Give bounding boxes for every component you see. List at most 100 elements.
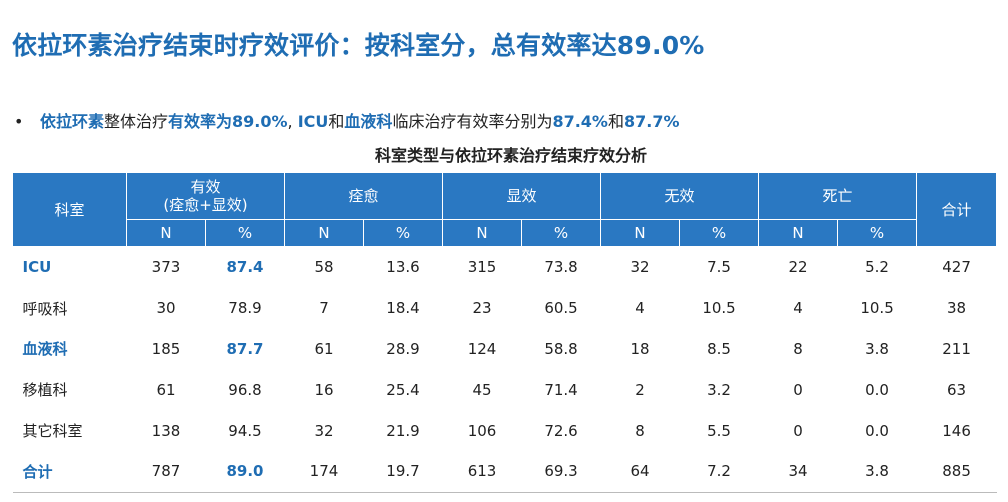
subheader-n: N xyxy=(758,219,839,247)
cell-cure-n: 58 xyxy=(314,258,334,277)
cell-cure-pct: 28.9 xyxy=(386,339,420,358)
cell-inef-pct: 5.5 xyxy=(707,421,731,440)
cell-mark-n: 315 xyxy=(467,258,497,277)
summary-segment: 临床治疗有效率分别为 xyxy=(392,112,553,131)
summary-highlight: 依拉环素 xyxy=(40,112,105,131)
cell-death-pct: 0.0 xyxy=(865,380,889,399)
cell-eff-pct: 78.9 xyxy=(228,299,262,318)
table-row: ICU 373 87.4 58 13.6 315 73.8 32 7.5 22 5.2 427 xyxy=(13,247,997,288)
page-title: 依拉环素治疗结束时疗效评价：按科室分，总有效率达89.0% xyxy=(12,31,705,60)
summary-highlight: 87.4% xyxy=(552,112,608,131)
cell-death-n: 8 xyxy=(793,339,803,358)
cell-cure-n: 16 xyxy=(314,380,334,399)
cell-inef-n: 64 xyxy=(600,450,680,493)
bullet-marker: • xyxy=(14,112,24,131)
header-effective: 有效 (痊愈+显效) xyxy=(126,172,285,220)
cell-inef-n: 18 xyxy=(630,339,650,358)
summary-segment: 整体治疗 xyxy=(104,112,169,131)
cell-death-pct: 10.5 xyxy=(860,299,894,318)
header-total: 合计 xyxy=(916,172,998,247)
cell-mark-n: 124 xyxy=(467,339,497,358)
cell-mark-n: 45 xyxy=(472,380,492,399)
table-row: 合计 787 89.0 174 19.7 613 69.3 64 7.2 34 3.8 885 xyxy=(12,450,997,493)
cell-cure-n: 61 xyxy=(314,339,334,358)
cell-death-pct: 3.8 xyxy=(837,450,917,493)
cell-cure-n: 32 xyxy=(314,421,334,440)
efficacy-table: 科室 有效 (痊愈+显效) 痊愈 显效 无效 死亡 合计 N % N % N %… xyxy=(12,172,998,493)
cell-inef-n: 32 xyxy=(630,258,650,277)
summary-highlight: 有效率为89.0% xyxy=(168,112,288,131)
header-effective-line2: (痊愈+显效) xyxy=(163,196,248,214)
cell-death-pct: 5.2 xyxy=(865,258,889,277)
table-row: 其它科室 138 94.5 32 21.9 106 72.6 8 5.5 0 0.0 146 xyxy=(13,410,997,451)
table-caption: 科室类型与依拉环素治疗结束疗效分析 xyxy=(374,146,647,165)
cell-cure-pct: 21.9 xyxy=(386,421,420,440)
subheader-n: N xyxy=(284,219,364,247)
header-effective-line1: 有效 xyxy=(190,178,221,196)
cell-dept: 血液科 xyxy=(22,340,68,359)
cell-death-n: 0 xyxy=(793,380,803,399)
cell-cure-pct: 18.4 xyxy=(386,299,420,318)
summary-highlight: ICU xyxy=(297,112,329,131)
cell-total: 885 xyxy=(916,450,997,493)
cell-eff-pct: 94.5 xyxy=(228,421,262,440)
cell-cure-pct: 25.4 xyxy=(386,380,420,399)
cell-mark-pct: 72.6 xyxy=(544,421,578,440)
header-cured: 痊愈 xyxy=(283,172,444,220)
table-row: 移植科 61 96.8 16 25.4 45 71.4 2 3.2 0 0.0 63 xyxy=(13,369,997,410)
subheader-n: N xyxy=(600,219,681,247)
cell-mark-pct: 71.4 xyxy=(544,380,578,399)
cell-eff-n: 61 xyxy=(156,380,176,399)
cell-dept: 呼吸科 xyxy=(22,299,68,318)
cell-total: 211 xyxy=(942,339,971,358)
subheader-pct: % xyxy=(679,219,760,247)
subheader-pct: % xyxy=(362,219,444,247)
subheader-pct: % xyxy=(521,219,602,247)
subheader-pct: % xyxy=(205,219,285,247)
cell-eff-pct: 96.8 xyxy=(228,380,262,399)
summary-text: 依拉环素整体治疗有效率为89.0%, ICU和血液科临床治疗有效率分别为87.4… xyxy=(40,112,680,131)
cell-total: 146 xyxy=(942,421,971,440)
header-ineffective: 无效 xyxy=(600,172,760,220)
cell-total: 38 xyxy=(947,299,967,318)
cell-mark-n: 106 xyxy=(467,421,497,440)
cell-eff-n: 30 xyxy=(156,299,176,318)
cell-inef-n: 8 xyxy=(635,421,645,440)
cell-eff-pct: 87.7 xyxy=(226,339,264,358)
cell-inef-n: 2 xyxy=(635,380,645,399)
cell-death-n: 0 xyxy=(793,421,803,440)
header-death: 死亡 xyxy=(758,172,918,220)
cell-mark-pct: 58.8 xyxy=(544,339,578,358)
cell-total: 63 xyxy=(947,380,967,399)
header-dept: 科室 xyxy=(12,172,127,247)
cell-total: 427 xyxy=(942,258,971,277)
cell-death-pct: 3.8 xyxy=(865,339,889,358)
cell-eff-pct: 87.4 xyxy=(226,258,264,277)
cell-dept: ICU xyxy=(22,258,52,277)
table-row: 血液科 185 87.7 61 28.9 124 58.8 18 8.5 8 3.8 211 xyxy=(13,329,997,370)
subheader-pct: % xyxy=(837,219,918,247)
summary-segment: , xyxy=(287,112,298,131)
cell-eff-n: 138 xyxy=(151,421,181,440)
summary-segment: 和 xyxy=(607,112,624,131)
cell-cure-n: 174 xyxy=(284,450,364,493)
cell-dept: 合计 xyxy=(12,450,127,493)
cell-inef-n: 4 xyxy=(635,299,645,318)
cell-mark-n: 23 xyxy=(472,299,492,318)
table-row: 呼吸科 30 78.9 7 18.4 23 60.5 4 10.5 4 10.5 38 xyxy=(13,288,997,329)
cell-cure-pct: 13.6 xyxy=(386,258,420,277)
header-marked: 显效 xyxy=(442,172,602,220)
subheader-n: N xyxy=(126,219,206,247)
cell-death-n: 34 xyxy=(758,450,838,493)
cell-cure-pct: 19.7 xyxy=(363,450,443,493)
cell-dept: 其它科室 xyxy=(22,422,83,441)
cell-eff-pct: 89.0 xyxy=(205,450,285,493)
cell-mark-pct: 69.3 xyxy=(521,450,601,493)
cell-mark-pct: 60.5 xyxy=(544,299,578,318)
cell-inef-pct: 7.5 xyxy=(707,258,731,277)
cell-inef-pct: 7.2 xyxy=(679,450,759,493)
summary-segment: 和 xyxy=(328,112,345,131)
subheader-n: N xyxy=(442,219,523,247)
summary-highlight: 87.7% xyxy=(623,112,680,131)
cell-dept: 移植科 xyxy=(22,381,68,400)
